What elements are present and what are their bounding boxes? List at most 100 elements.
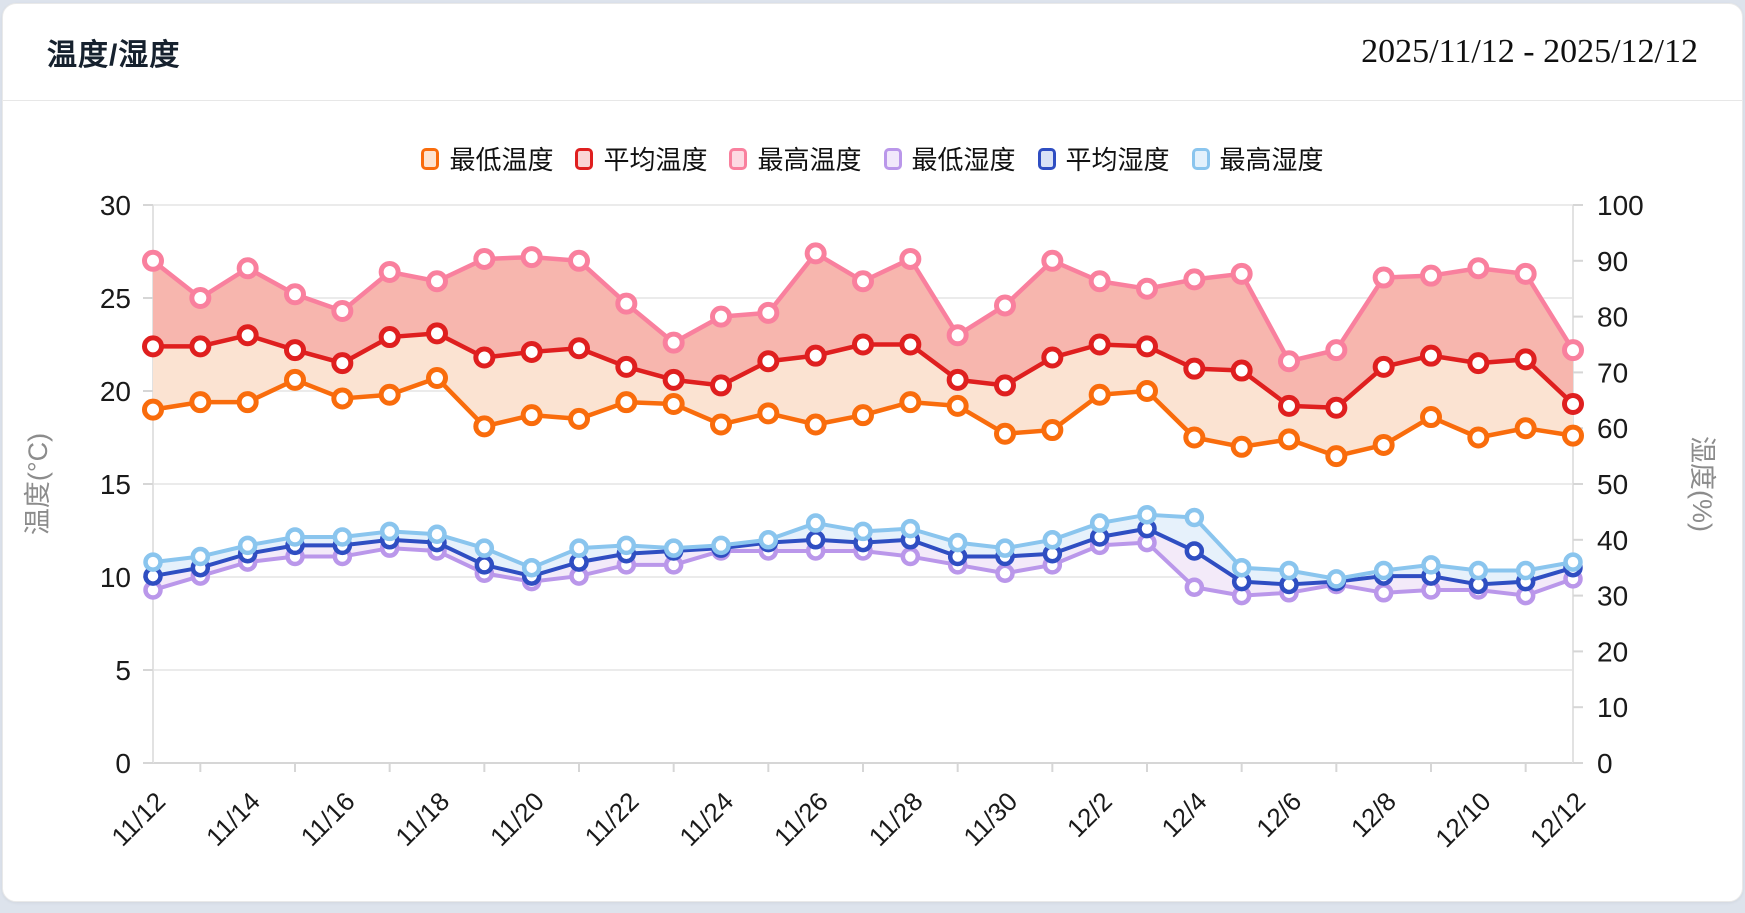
point-min-temp-11/22[interactable] bbox=[615, 391, 638, 414]
point-avg-temp-12/4[interactable] bbox=[1183, 357, 1206, 380]
point-max-hum-12/5[interactable] bbox=[1231, 557, 1252, 578]
point-min-temp-11/21[interactable] bbox=[568, 407, 590, 430]
point-avg-temp-11/14[interactable] bbox=[236, 324, 259, 347]
point-min-temp-12/5[interactable] bbox=[1230, 435, 1253, 458]
point-avg-hum-11/26[interactable] bbox=[805, 530, 826, 550]
point-min-temp-11/24[interactable] bbox=[710, 413, 732, 436]
point-avg-hum-12/4[interactable] bbox=[1184, 541, 1205, 561]
point-max-hum-12/10[interactable] bbox=[1468, 560, 1489, 581]
point-max-hum-12/6[interactable] bbox=[1279, 560, 1299, 581]
point-max-temp-11/20[interactable] bbox=[520, 246, 543, 269]
point-min-temp-12/2[interactable] bbox=[1088, 383, 1111, 406]
point-min-temp-11/28[interactable] bbox=[899, 391, 922, 414]
point-min-temp-11/20[interactable] bbox=[520, 404, 543, 427]
point-max-temp-11/17[interactable] bbox=[378, 260, 401, 283]
point-max-hum-11/24[interactable] bbox=[711, 535, 731, 556]
point-max-temp-11/29[interactable] bbox=[946, 324, 969, 347]
point-max-hum-11/26[interactable] bbox=[805, 513, 826, 533]
point-min-temp-12/11[interactable] bbox=[1514, 417, 1537, 440]
point-avg-temp-11/23[interactable] bbox=[662, 368, 685, 391]
point-min-hum-12/4[interactable] bbox=[1184, 577, 1205, 597]
point-max-temp-12/4[interactable] bbox=[1183, 268, 1206, 291]
point-max-temp-11/16[interactable] bbox=[331, 300, 354, 323]
point-max-hum-11/29[interactable] bbox=[947, 532, 968, 553]
point-min-temp-12/9[interactable] bbox=[1420, 406, 1442, 429]
point-min-temp-12/4[interactable] bbox=[1183, 426, 1206, 449]
point-max-hum-11/12[interactable] bbox=[143, 552, 163, 572]
point-max-hum-12/8[interactable] bbox=[1373, 560, 1394, 581]
point-avg-temp-11/13[interactable] bbox=[189, 335, 212, 358]
point-max-hum-12/9[interactable] bbox=[1421, 555, 1441, 575]
point-max-temp-11/18[interactable] bbox=[426, 270, 448, 293]
point-max-hum-11/28[interactable] bbox=[900, 518, 921, 539]
point-max-temp-11/19[interactable] bbox=[473, 247, 496, 270]
point-max-temp-12/1[interactable] bbox=[1041, 249, 1064, 272]
point-min-temp-11/14[interactable] bbox=[236, 391, 259, 414]
point-max-temp-12/2[interactable] bbox=[1088, 270, 1111, 293]
point-max-hum-11/22[interactable] bbox=[616, 535, 637, 556]
point-max-hum-11/17[interactable] bbox=[379, 521, 400, 542]
point-min-temp-11/13[interactable] bbox=[189, 391, 212, 414]
point-avg-temp-12/9[interactable] bbox=[1420, 344, 1442, 367]
point-max-temp-12/3[interactable] bbox=[1136, 277, 1158, 300]
point-max-temp-12/7[interactable] bbox=[1325, 339, 1348, 362]
point-max-temp-11/15[interactable] bbox=[284, 283, 306, 306]
point-min-temp-12/12[interactable] bbox=[1562, 424, 1584, 447]
point-min-temp-12/10[interactable] bbox=[1467, 426, 1490, 449]
point-min-temp-11/27[interactable] bbox=[852, 404, 874, 427]
point-max-temp-11/21[interactable] bbox=[568, 249, 590, 272]
legend-item-min-hum[interactable]: 最低湿度 bbox=[883, 140, 1016, 177]
point-avg-temp-12/1[interactable] bbox=[1041, 346, 1064, 369]
point-avg-temp-11/15[interactable] bbox=[284, 339, 306, 362]
point-max-temp-11/22[interactable] bbox=[615, 292, 638, 315]
point-avg-temp-12/7[interactable] bbox=[1325, 396, 1348, 419]
point-min-temp-11/26[interactable] bbox=[804, 413, 827, 436]
point-max-temp-11/26[interactable] bbox=[804, 242, 827, 265]
point-avg-temp-11/17[interactable] bbox=[378, 326, 401, 349]
point-max-hum-12/1[interactable] bbox=[1042, 530, 1063, 550]
point-max-temp-12/11[interactable] bbox=[1514, 262, 1537, 285]
point-avg-temp-12/5[interactable] bbox=[1230, 359, 1253, 382]
point-avg-temp-11/20[interactable] bbox=[520, 340, 543, 363]
point-max-temp-11/14[interactable] bbox=[236, 257, 259, 280]
point-min-temp-11/25[interactable] bbox=[757, 402, 780, 425]
point-avg-temp-12/8[interactable] bbox=[1372, 355, 1395, 378]
point-avg-temp-11/28[interactable] bbox=[899, 333, 922, 356]
point-avg-temp-12/2[interactable] bbox=[1088, 333, 1111, 356]
point-max-temp-11/25[interactable] bbox=[757, 301, 780, 324]
point-avg-temp-11/26[interactable] bbox=[804, 344, 827, 367]
point-min-temp-11/16[interactable] bbox=[331, 387, 354, 410]
point-min-temp-11/17[interactable] bbox=[378, 383, 401, 406]
point-min-hum-11/30[interactable] bbox=[995, 563, 1015, 584]
point-max-temp-12/5[interactable] bbox=[1230, 262, 1253, 285]
point-max-temp-11/12[interactable] bbox=[142, 249, 164, 272]
point-min-temp-11/23[interactable] bbox=[662, 393, 685, 416]
point-min-temp-11/30[interactable] bbox=[994, 422, 1016, 445]
point-max-hum-12/7[interactable] bbox=[1326, 569, 1347, 589]
point-avg-temp-11/30[interactable] bbox=[994, 374, 1016, 397]
point-avg-temp-12/11[interactable] bbox=[1514, 348, 1537, 371]
point-max-temp-11/27[interactable] bbox=[852, 270, 874, 293]
legend-item-max-hum[interactable]: 最高湿度 bbox=[1191, 140, 1324, 177]
point-max-hum-11/19[interactable] bbox=[474, 538, 495, 558]
point-max-hum-11/18[interactable] bbox=[427, 524, 447, 544]
legend-item-avg-hum[interactable]: 平均湿度 bbox=[1037, 140, 1170, 177]
point-max-hum-12/11[interactable] bbox=[1515, 560, 1536, 581]
point-min-temp-12/1[interactable] bbox=[1041, 419, 1064, 442]
point-min-hum-11/28[interactable] bbox=[900, 546, 921, 567]
point-min-temp-12/3[interactable] bbox=[1136, 380, 1158, 402]
point-max-hum-12/4[interactable] bbox=[1184, 507, 1205, 528]
point-avg-temp-11/27[interactable] bbox=[852, 333, 874, 356]
point-max-temp-12/12[interactable] bbox=[1562, 339, 1584, 362]
point-avg-temp-12/12[interactable] bbox=[1562, 393, 1584, 416]
point-avg-temp-11/22[interactable] bbox=[615, 355, 638, 378]
point-min-temp-12/6[interactable] bbox=[1278, 428, 1300, 451]
point-min-temp-11/18[interactable] bbox=[426, 366, 448, 389]
point-max-hum-12/12[interactable] bbox=[1563, 552, 1583, 572]
point-min-temp-12/7[interactable] bbox=[1325, 445, 1348, 468]
point-min-temp-11/12[interactable] bbox=[142, 398, 164, 421]
point-max-hum-11/23[interactable] bbox=[663, 538, 684, 558]
point-min-temp-11/19[interactable] bbox=[473, 415, 496, 438]
legend-item-max-temp[interactable]: 最高温度 bbox=[729, 140, 862, 177]
